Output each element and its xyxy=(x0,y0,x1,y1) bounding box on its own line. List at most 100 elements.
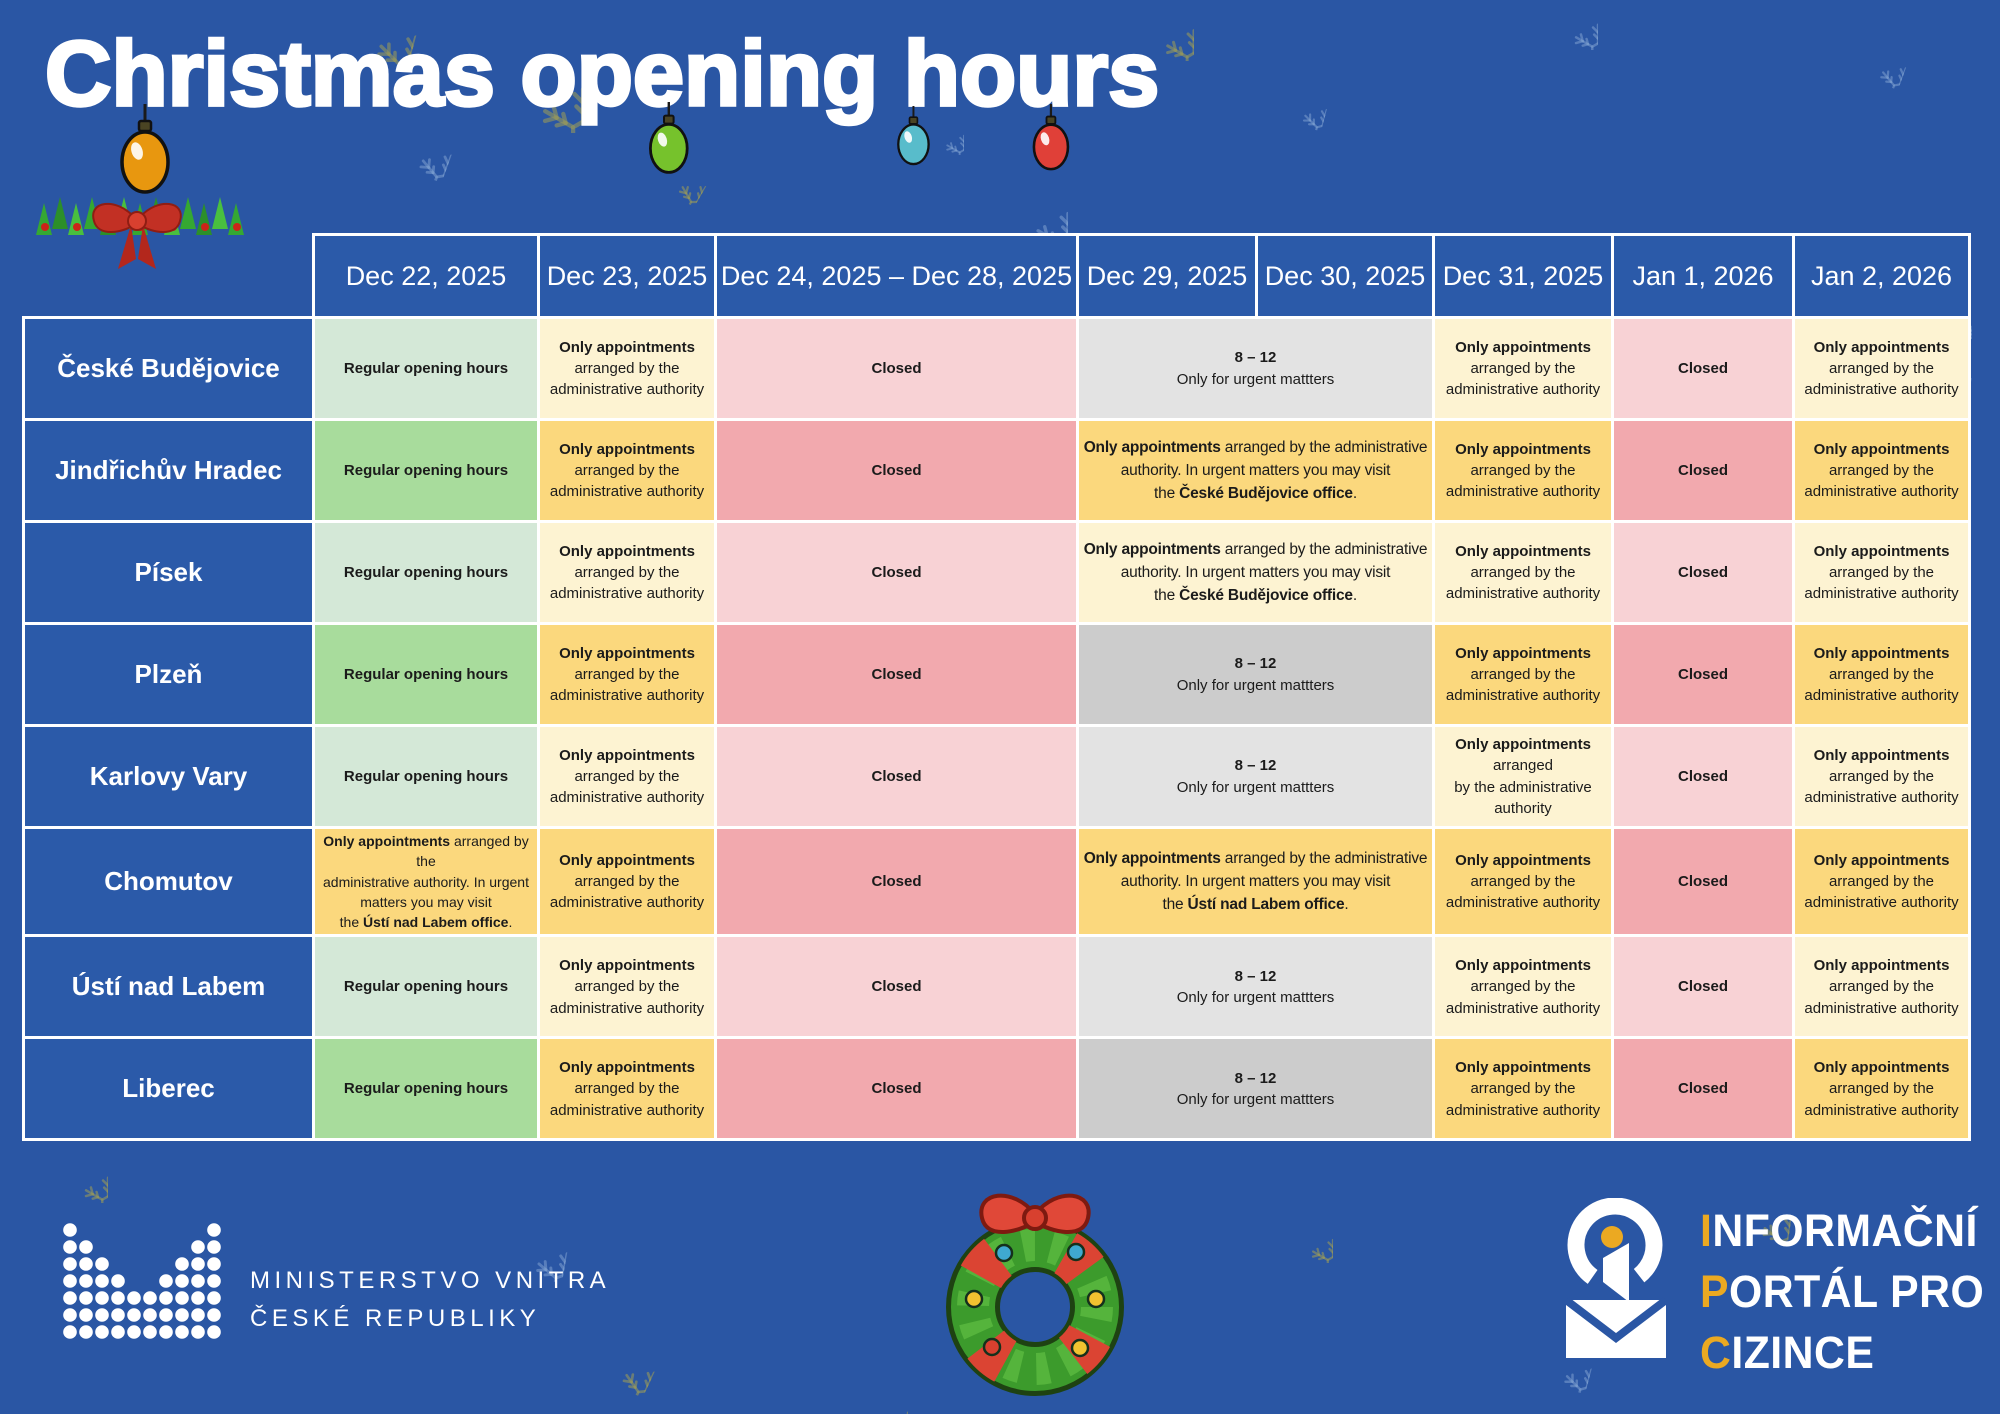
schedule-cell: Only appointments arranged by the administ… xyxy=(537,1036,717,1142)
green-bauble-ornament-icon xyxy=(648,102,689,174)
snowflake-icon xyxy=(1851,26,1915,90)
schedule-cell: Only appointments arranged by the administ… xyxy=(1792,418,1971,523)
header-row: Dec 22, 2025 Dec 23, 2025 Dec 24, 2025 – D… xyxy=(24,233,1971,319)
schedule-cell: 8 – 12 Only for urgent mattters xyxy=(1076,622,1435,727)
schedule-cell: Only appointments arranged by the administ… xyxy=(537,520,717,625)
table-row: Ústí nad Labem Regular opening hours Only … xyxy=(22,934,1971,1040)
schedule-cell: Only appointments arranged by the administ… xyxy=(1432,520,1614,625)
date-header: Dec 24, 2025 – Dec 28, 2025 xyxy=(714,233,1079,319)
schedule-cell: Regular opening hours xyxy=(312,1036,540,1142)
schedule-cell: Only appointments arranged by the administ… xyxy=(537,724,717,829)
date-header: Dec 29, 2025 xyxy=(1076,233,1258,319)
schedule-cell: Regular opening hours xyxy=(312,622,540,727)
schedule-cell: Regular opening hours xyxy=(312,934,540,1040)
schedule-cell: Closed xyxy=(1611,1036,1795,1142)
orange-bauble-ornament-icon xyxy=(120,104,170,194)
snowflake-icon xyxy=(1275,73,1334,132)
date-header: Dec 23, 2025 xyxy=(537,233,717,319)
garland-decoration xyxy=(36,197,244,269)
schedule-cell: 8 – 12 Only for urgent mattters xyxy=(1076,316,1435,421)
schedule-cell: Only appointments arranged by the admini… xyxy=(1076,825,1435,938)
garland-bow-icon xyxy=(92,202,182,269)
schedule-cell: Closed xyxy=(1611,622,1795,727)
snowflake-icon xyxy=(853,1383,908,1414)
schedule-cell: Only appointments arranged by the administ… xyxy=(1792,622,1971,727)
table-corner-empty xyxy=(24,235,314,318)
date-header: Dec 30, 2025 xyxy=(1255,233,1435,319)
date-header: Dec 31, 2025 xyxy=(1432,233,1614,319)
schedule-cell: Regular opening hours xyxy=(312,316,540,421)
city-label: České Budějovice xyxy=(22,316,315,421)
schedule-cell: Only appointments arranged by the administ… xyxy=(537,622,717,727)
date-header: Jan 1, 2026 xyxy=(1611,233,1795,319)
ipc-wordmark: INFORMAČNÍ PORTÁL PRO CIZINCE xyxy=(1700,1200,1984,1383)
schedule-cell: 8 – 12 Only for urgent mattters xyxy=(1076,1036,1435,1142)
schedule-cell: Only appointments arranged by the administ… xyxy=(537,825,717,938)
ipc-line-2: PORTÁL PRO xyxy=(1700,1266,1985,1317)
wreath-icon xyxy=(946,1193,1124,1396)
schedule-cell: Closed xyxy=(714,316,1079,421)
city-label: Jindřichův Hradec xyxy=(22,418,315,523)
table-row: Jindřichův Hradec Regular opening hours On… xyxy=(22,418,1971,523)
schedule-cell: 8 – 12 Only for urgent mattters xyxy=(1076,724,1435,829)
schedule-cell: Only appointments arranged by the administ… xyxy=(1432,316,1614,421)
city-label: Karlovy Vary xyxy=(22,724,315,829)
schedule-cell: Closed xyxy=(1611,724,1795,829)
table-row: Karlovy Vary Regular opening hours Only ap… xyxy=(22,724,1971,829)
date-header: Dec 22, 2025 xyxy=(312,233,540,319)
schedule-cell: Only appointments arranged by the administ… xyxy=(1432,622,1614,727)
schedule-cell: Closed xyxy=(1611,934,1795,1040)
schedule-cell: Only appointments arranged by the administ… xyxy=(537,316,717,421)
schedule-cell: Only appointments arranged by the administ… xyxy=(537,418,717,523)
schedule-cell: Closed xyxy=(1611,316,1795,421)
page-title: Christmas opening hours xyxy=(43,21,1161,127)
city-label: Písek xyxy=(22,520,315,625)
schedule-cell: Only appointments arranged by the administ… xyxy=(1792,520,1971,625)
schedule-cell: Closed xyxy=(714,934,1079,1040)
schedule-cell: Closed xyxy=(714,520,1079,625)
opening-hours-table: Dec 22, 2025 Dec 23, 2025 Dec 24, 2025 – D… xyxy=(22,233,1971,1142)
ministry-name-line2: ČESKÉ REPUBLIKY xyxy=(250,1305,541,1332)
date-header: Jan 2, 2026 xyxy=(1792,233,1971,319)
table-row: Liberec Regular opening hours Only appoint… xyxy=(22,1036,1971,1142)
schedule-cell: Closed xyxy=(1611,520,1795,625)
schedule-cell: Only appointments arranged by the administ… xyxy=(1792,825,1971,938)
schedule-cell: Regular opening hours xyxy=(312,724,540,829)
schedule-cell: Closed xyxy=(1611,418,1795,523)
ipc-line-1: INFORMAČNÍ xyxy=(1700,1205,1978,1256)
schedule-cell: Closed xyxy=(714,622,1079,727)
teal-bauble-ornament-icon xyxy=(897,106,930,166)
schedule-cell: Only appointments arranged by the administ… xyxy=(1792,724,1971,829)
table-row: České Budějovice Regular opening hours Onl… xyxy=(22,316,1971,421)
table-row: Písek Regular opening hours Only appointme… xyxy=(22,520,1971,625)
red-bauble-ornament-icon xyxy=(1032,104,1070,171)
city-label: Chomutov xyxy=(22,825,315,938)
snowflake-icon xyxy=(1283,1213,1333,1263)
ministry-logo-dots-icon xyxy=(63,1223,221,1339)
schedule-cell: Only appointments arranged by the administ… xyxy=(1792,316,1971,421)
schedule-cell: Only appointments arranged by the administ… xyxy=(1432,418,1614,523)
wreath-bow-icon xyxy=(979,1193,1091,1235)
ministry-name: MINISTERSTVO VNITRA ČESKÉ REPUBLIKY xyxy=(250,1262,610,1338)
schedule-cell: Only appointments arranged by the administ… xyxy=(1792,1036,1971,1142)
snowflake-icon xyxy=(53,1148,108,1203)
schedule-cell: Regular opening hours xyxy=(312,520,540,625)
schedule-cell: Closed xyxy=(714,418,1079,523)
schedule-cell: Closed xyxy=(714,724,1079,829)
table-row: Chomutov Only appointments arranged by th… xyxy=(22,825,1971,938)
schedule-cell: Only appointments arranged by the administ… xyxy=(1792,934,1971,1040)
schedule-cell: Regular opening hours xyxy=(312,418,540,523)
schedule-cell: Only appointments arranged by the admini… xyxy=(1076,520,1435,625)
city-label: Ústí nad Labem xyxy=(22,934,315,1040)
city-label: Liberec xyxy=(22,1036,315,1142)
schedule-cell: Only appointments arranged by the administ… xyxy=(1432,1036,1614,1142)
schedule-cell: Only appointments arranged by the administ… xyxy=(1432,825,1614,938)
schedule-cell: Only appointments arranged by the adminis… xyxy=(312,825,540,938)
schedule-cell: Only appointments arranged by the admini… xyxy=(1076,418,1435,523)
table-body: České Budějovice Regular opening hours Onl… xyxy=(22,316,1971,1142)
ipc-line-3: CIZINCE xyxy=(1700,1327,1875,1378)
table-row: Plzeň Regular opening hours Only appointme… xyxy=(22,622,1971,727)
city-label: Plzeň xyxy=(22,622,315,727)
schedule-cell: Only appointments arranged by the administ… xyxy=(537,934,717,1040)
